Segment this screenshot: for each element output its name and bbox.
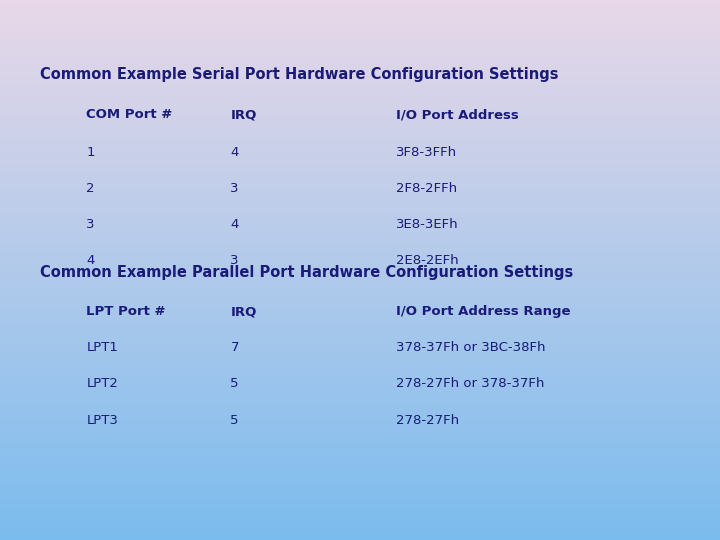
Text: COM Port #: COM Port # [86, 108, 173, 121]
Text: Common Example Serial Port Hardware Configuration Settings: Common Example Serial Port Hardware Conf… [40, 68, 558, 83]
Text: 2F8-2FFh: 2F8-2FFh [396, 182, 457, 195]
Text: 3: 3 [86, 218, 95, 231]
Text: 5: 5 [230, 377, 239, 390]
Text: 3: 3 [230, 254, 239, 267]
Text: 378-37Fh or 3BC-38Fh: 378-37Fh or 3BC-38Fh [396, 341, 546, 354]
Text: 1: 1 [86, 146, 95, 159]
Text: I/O Port Address: I/O Port Address [396, 108, 518, 121]
Text: 3: 3 [230, 182, 239, 195]
Text: LPT2: LPT2 [86, 377, 118, 390]
Text: I/O Port Address Range: I/O Port Address Range [396, 305, 570, 318]
Text: 7: 7 [230, 341, 239, 354]
Text: 2E8-2EFh: 2E8-2EFh [396, 254, 459, 267]
Text: 278-27Fh or 378-37Fh: 278-27Fh or 378-37Fh [396, 377, 544, 390]
Text: 4: 4 [230, 146, 239, 159]
Text: 3F8-3FFh: 3F8-3FFh [396, 146, 457, 159]
Text: 3E8-3EFh: 3E8-3EFh [396, 218, 459, 231]
Text: 4: 4 [230, 218, 239, 231]
Text: 278-27Fh: 278-27Fh [396, 414, 459, 427]
Text: LPT Port #: LPT Port # [86, 305, 166, 318]
Text: IRQ: IRQ [230, 108, 257, 121]
Text: LPT3: LPT3 [86, 414, 118, 427]
Text: Common Example Parallel Port Hardware Configuration Settings: Common Example Parallel Port Hardware Co… [40, 265, 573, 280]
Text: 5: 5 [230, 414, 239, 427]
Text: LPT1: LPT1 [86, 341, 118, 354]
Text: 2: 2 [86, 182, 95, 195]
Text: 4: 4 [86, 254, 95, 267]
Text: IRQ: IRQ [230, 305, 257, 318]
